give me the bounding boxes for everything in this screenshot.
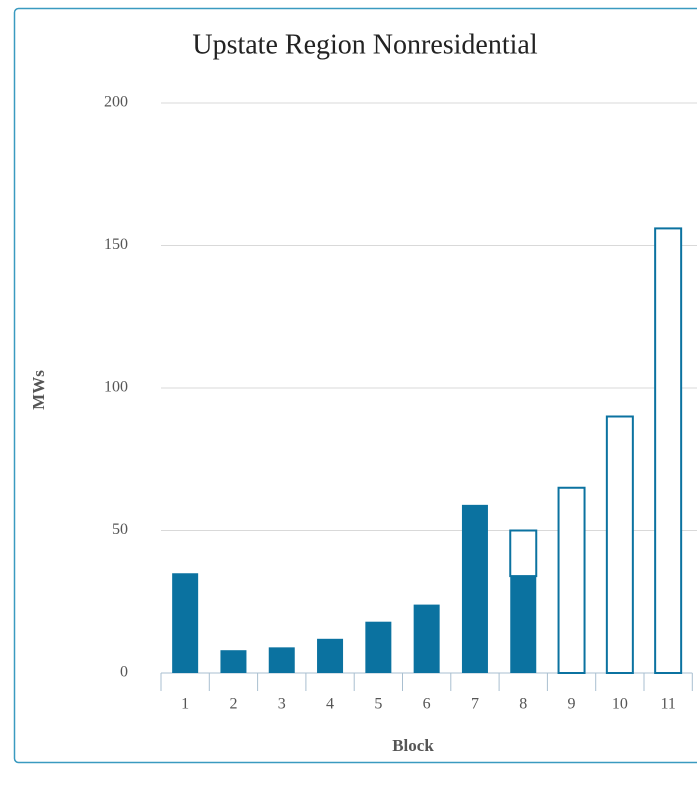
bar-segment [605,415,634,674]
x-tick-label: 9 [568,696,576,713]
x-tick-label: 11 [660,696,675,713]
bar-segment [317,638,344,673]
x-tick-label: 8 [519,696,527,713]
bar-segment [509,529,538,578]
frame [13,7,697,764]
x-tick-label: 5 [374,696,382,713]
bar-segment [510,576,537,673]
y-tick-label: 0 [120,664,128,681]
bar-segment [365,621,392,673]
x-tick-label: 1 [181,696,189,713]
bar-segment [557,486,586,674]
x-axis-title: Block [392,736,434,755]
x-tick-label: 10 [612,696,628,713]
y-tick-label: 200 [104,94,128,111]
x-tick-label: 3 [278,696,286,713]
chart-title: Upstate Region Nonresidential [192,29,537,60]
bar-segment [413,604,440,673]
bar-segment [461,504,488,673]
y-tick-label: 100 [104,379,128,396]
bar-segment [654,227,683,674]
x-tick-label: 2 [229,696,237,713]
x-tick-label: 7 [471,696,479,713]
bar-segment [268,647,295,673]
bar-segment [220,650,247,673]
y-tick-label: 50 [112,521,128,538]
x-tick-label: 6 [423,696,431,713]
x-tick-label: 4 [326,696,334,713]
y-axis-title: MWs [29,370,48,410]
bar-segment [172,573,199,673]
y-tick-label: 150 [104,236,128,253]
